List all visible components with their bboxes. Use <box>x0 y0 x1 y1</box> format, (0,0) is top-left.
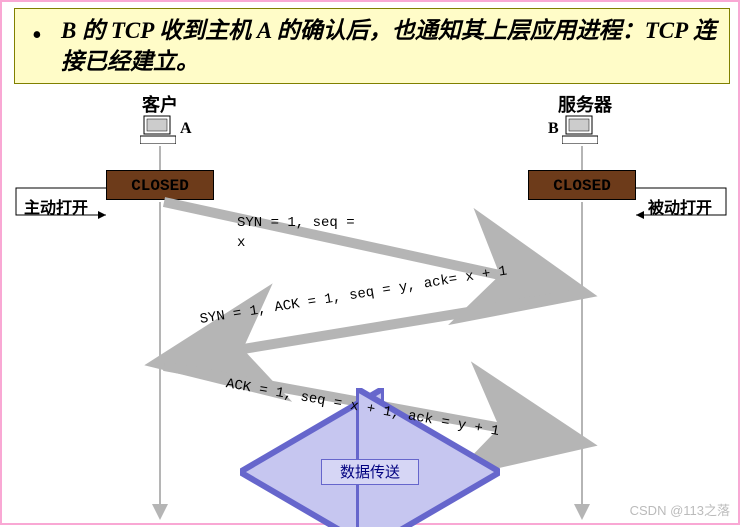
data-transfer-box: 数据传送 <box>321 459 419 485</box>
msg3-label: ACK = 1, seq = x + 1, ack = y + 1 <box>225 376 501 440</box>
msg1-label-a: SYN = 1, seq = <box>237 215 355 231</box>
client-computer-icon <box>140 114 176 144</box>
passive-open-label: 被动打开 <box>648 194 712 218</box>
client-letter: A <box>180 120 192 138</box>
server-letter: B <box>548 120 559 138</box>
title-box: B 的 TCP 收到主机 A 的确认后，也通知其上层应用进程：TCP 连接已经建… <box>14 8 730 84</box>
msg1-label-b: x <box>237 235 245 251</box>
server-computer-icon <box>562 114 598 144</box>
active-open-label: 主动打开 <box>24 194 88 218</box>
bullet: • <box>32 20 42 52</box>
watermark: CSDN @113之落 <box>630 500 730 519</box>
title-text: B 的 TCP 收到主机 A 的确认后，也通知其上层应用进程：TCP 连接已经建… <box>61 18 716 74</box>
server-state-box: CLOSED <box>528 170 636 200</box>
msg2-label: SYN = 1, ACK = 1, seq = y, ack= x + 1 <box>199 263 509 327</box>
client-state-box: CLOSED <box>106 170 214 200</box>
